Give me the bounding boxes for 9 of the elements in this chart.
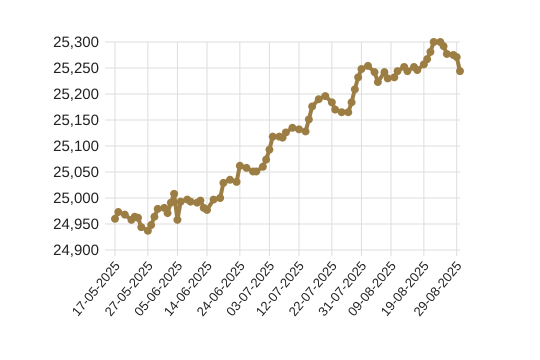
y-tick-label: 24,950 [53,216,99,233]
y-tick-label: 25,200 [53,86,99,103]
y-tick-label: 24,900 [53,242,99,259]
y-tick-label: 25,100 [53,138,99,155]
y-tick-label: 25,150 [53,112,99,129]
y-tick-label: 25,000 [53,190,99,207]
y-tick-label: 25,250 [53,60,99,77]
y-tick-label: 25,050 [53,164,99,181]
y-tick-label: 25,300 [53,34,99,51]
